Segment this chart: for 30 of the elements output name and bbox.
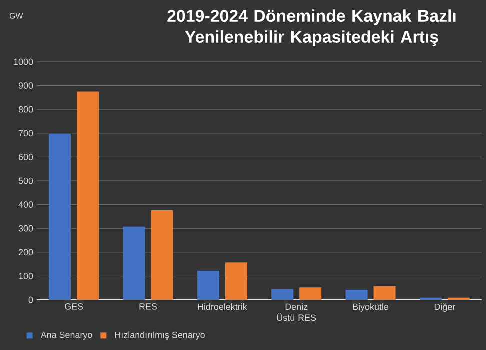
y-tick-label: 500	[18, 178, 34, 184]
y-tick-label: 400	[18, 202, 34, 208]
bar	[151, 210, 174, 300]
y-tick-label: 300	[18, 225, 34, 232]
bar	[77, 92, 100, 300]
x-tick-label: Biyokütle	[353, 304, 389, 312]
x-tick-label: GES	[65, 304, 84, 310]
bar	[374, 286, 396, 300]
bar	[197, 270, 220, 300]
x-tick-label: Deniz Üstü RES	[277, 304, 316, 322]
y-tick-label: 1000	[14, 58, 34, 66]
bar	[225, 262, 248, 300]
y-tick-label: 700	[18, 130, 34, 137]
y-tick-label: 800	[18, 106, 34, 113]
y-tick-label: 0	[28, 296, 34, 304]
y-tick-label: 200	[18, 249, 34, 256]
chart-title: 2019-2024 Döneminde Kaynak Bazlı Yenilenebilir Kapasitedeki Artış	[168, 10, 456, 46]
bar	[272, 289, 294, 300]
y-tick-label: 600	[18, 154, 34, 160]
x-tick-label: Diğer	[434, 304, 456, 312]
x-tick-label: RES	[140, 304, 158, 310]
x-tick-label: Hidroelektrik	[198, 304, 248, 310]
legend-label: Ana Senaryo	[40, 332, 92, 340]
y-tick-label: 900	[18, 82, 34, 89]
bar	[300, 288, 322, 300]
bar	[49, 134, 72, 300]
bar	[346, 290, 368, 300]
legend-label: Hızlandırılmış Senaryo	[115, 332, 205, 340]
y-tick-label: 100	[19, 273, 34, 280]
bar	[123, 226, 146, 300]
